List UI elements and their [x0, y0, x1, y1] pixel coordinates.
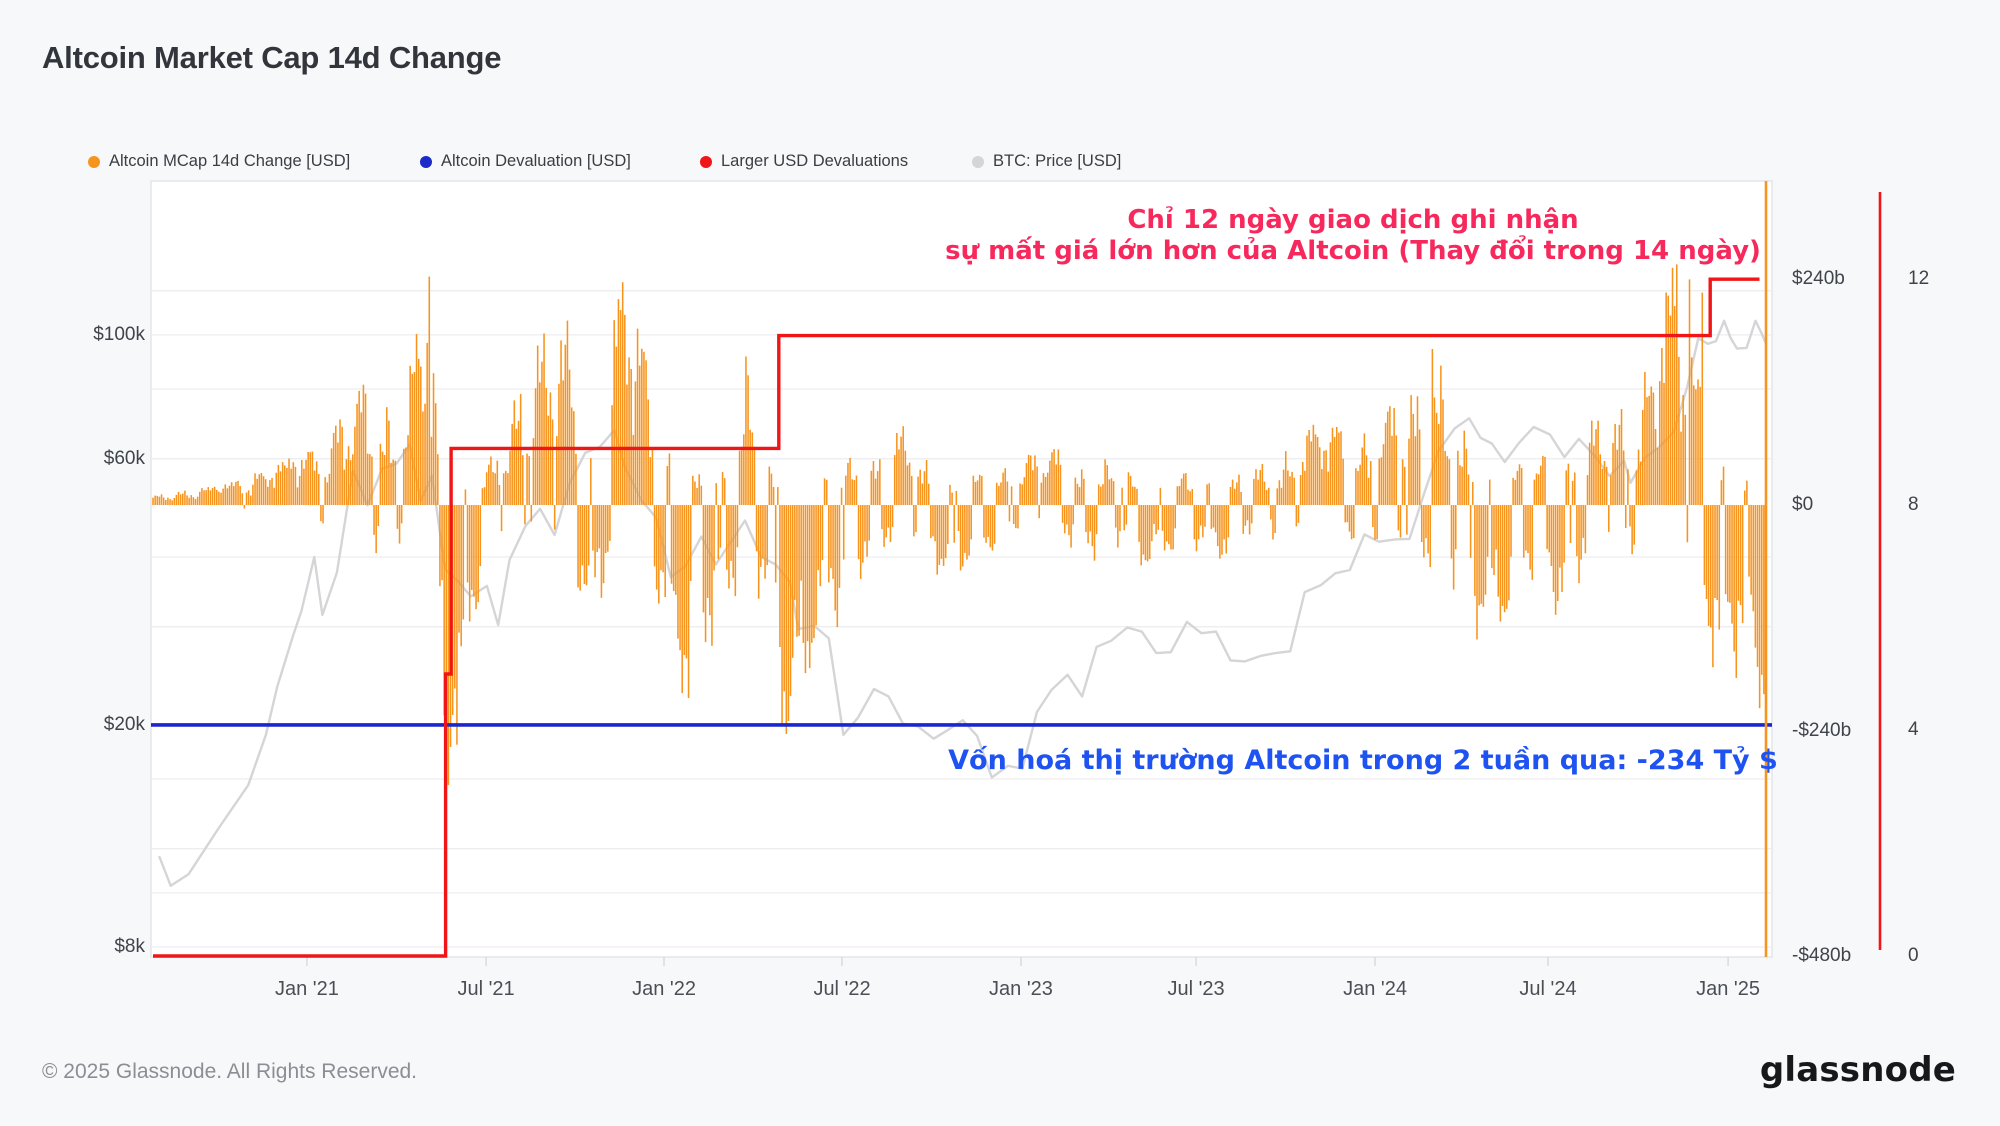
page-title: Altcoin Market Cap 14d Change	[42, 40, 502, 75]
legend-dot-icon	[88, 155, 100, 168]
btc-axis-tick-label: $100k	[93, 323, 145, 345]
annotation-devaluation-days: Chỉ 12 ngày giao dịch ghi nhận sự mất gi…	[945, 205, 1761, 267]
btc-axis-tick-label: $60k	[103, 447, 145, 469]
larger-devaluations-step-line	[153, 277, 1760, 958]
x-axis-tick-label: Jul '22	[813, 978, 871, 1000]
usd-axis-tick-label: -$480b	[1792, 945, 1852, 967]
annotation-pink-line2: sự mất giá lớn hơn của Altcoin (Thay đổi…	[945, 236, 1761, 266]
x-axis-tick-label: Jul '23	[1167, 978, 1225, 1000]
btc-axis-tick-label: $20k	[103, 713, 145, 735]
count-axis-tick-label: 12	[1908, 268, 1930, 290]
legend-item-1[interactable]: Altcoin Devaluation [USD]	[420, 152, 631, 171]
x-axis-tick-label: Jan '24	[1343, 978, 1407, 1000]
legend-dot-icon	[700, 155, 712, 168]
usd-axis-tick-label: $240b	[1792, 268, 1845, 290]
footer-copyright: © 2025 Glassnode. All Rights Reserved.	[42, 1060, 418, 1083]
legend-item-2[interactable]: Larger USD Devaluations	[700, 152, 908, 171]
legend-dot-icon	[972, 155, 984, 168]
x-axis-tick-label: Jan '23	[989, 978, 1053, 1000]
legend-label: Altcoin MCap 14d Change [USD]	[109, 152, 351, 170]
x-axis-tick-label: Jan '21	[275, 978, 339, 1000]
usd-axis-tick-label: -$240b	[1792, 719, 1852, 741]
x-axis-tick-label: Jul '24	[1519, 978, 1577, 1000]
glassnode-logo: glassnode	[1759, 1050, 1956, 1090]
legend-label: Larger USD Devaluations	[721, 152, 909, 170]
legend-label: Altcoin Devaluation [USD]	[441, 152, 631, 170]
legend-item-3[interactable]: BTC: Price [USD]	[972, 152, 1121, 171]
btc-axis-tick-label: $8k	[114, 936, 145, 957]
x-axis-tick-label: Jan '22	[632, 978, 696, 1000]
legend-dot-icon	[420, 155, 432, 168]
count-axis-tick-label: 0	[1908, 945, 1919, 966]
chart-legend: Altcoin MCap 14d Change [USD] Altcoin Dev…	[0, 152, 1400, 178]
annotation-mcap-change: Vốn hoá thị trường Altcoin trong 2 tuần …	[948, 745, 1778, 776]
x-axis-tick-label: Jan '25	[1696, 978, 1760, 1000]
altcoin-mcap-bars	[152, 264, 1767, 786]
legend-item-0[interactable]: Altcoin MCap 14d Change [USD]	[88, 152, 350, 171]
usd-axis-tick-label: $0	[1792, 494, 1814, 515]
legend-label: BTC: Price [USD]	[993, 152, 1122, 170]
count-axis-tick-label: 4	[1908, 719, 1919, 741]
plot-background	[150, 180, 1773, 958]
annotation-pink-line1: Chỉ 12 ngày giao dịch ghi nhận	[1127, 205, 1579, 235]
count-axis-tick-label: 8	[1908, 493, 1919, 515]
x-axis-tick-label: Jul '21	[457, 978, 515, 1000]
